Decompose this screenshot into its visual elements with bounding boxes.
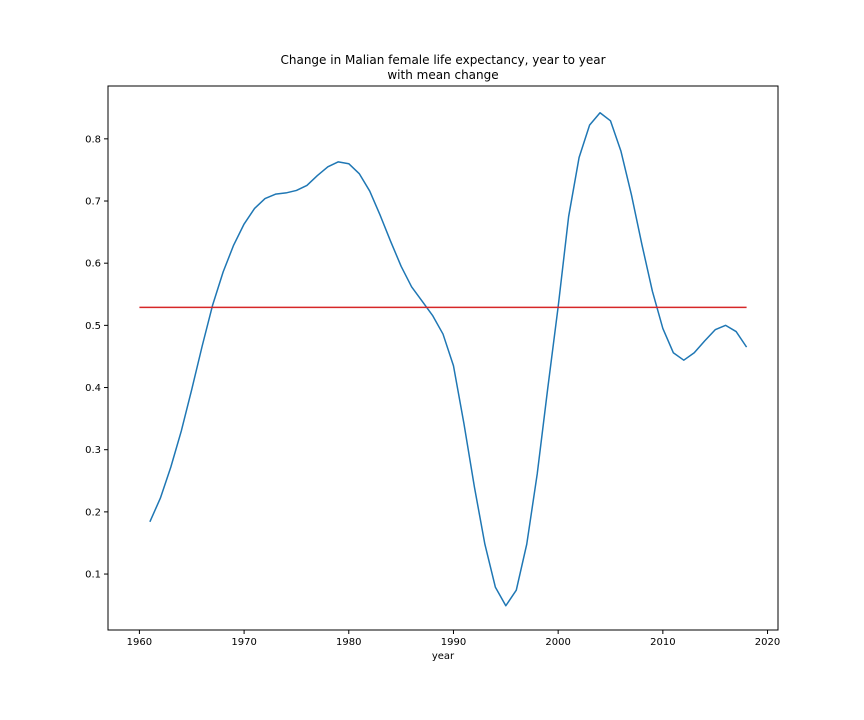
y-tick-label: 0.8 — [85, 134, 101, 145]
x-tick-label: 1990 — [441, 637, 466, 648]
y-tick-label: 0.1 — [85, 570, 101, 581]
x-tick-label: 2010 — [650, 637, 675, 648]
y-tick-label: 0.5 — [85, 321, 101, 332]
chart-title-block: Change in Malian female life expectancy,… — [108, 53, 778, 83]
x-tick-label: 1970 — [231, 637, 256, 648]
y-tick-label: 0.6 — [85, 259, 101, 270]
chart-title: Change in Malian female life expectancy,… — [280, 53, 606, 67]
life-expectancy-change-line — [149, 111, 748, 607]
y-tick-label: 0.2 — [85, 507, 101, 518]
x-tick-label: 1960 — [127, 637, 152, 648]
chart-subtitle: with mean change — [387, 68, 499, 82]
y-tick-label: 0.4 — [85, 383, 101, 394]
x-tick-label: 2020 — [755, 637, 780, 648]
plot-frame — [107, 85, 779, 631]
y-tick-label: 0.3 — [85, 445, 101, 456]
x-tick-label: 2000 — [545, 637, 570, 648]
x-tick-label: 1980 — [336, 637, 361, 648]
y-tick-label: 0.7 — [85, 197, 101, 208]
x-axis-label: year — [432, 651, 455, 662]
